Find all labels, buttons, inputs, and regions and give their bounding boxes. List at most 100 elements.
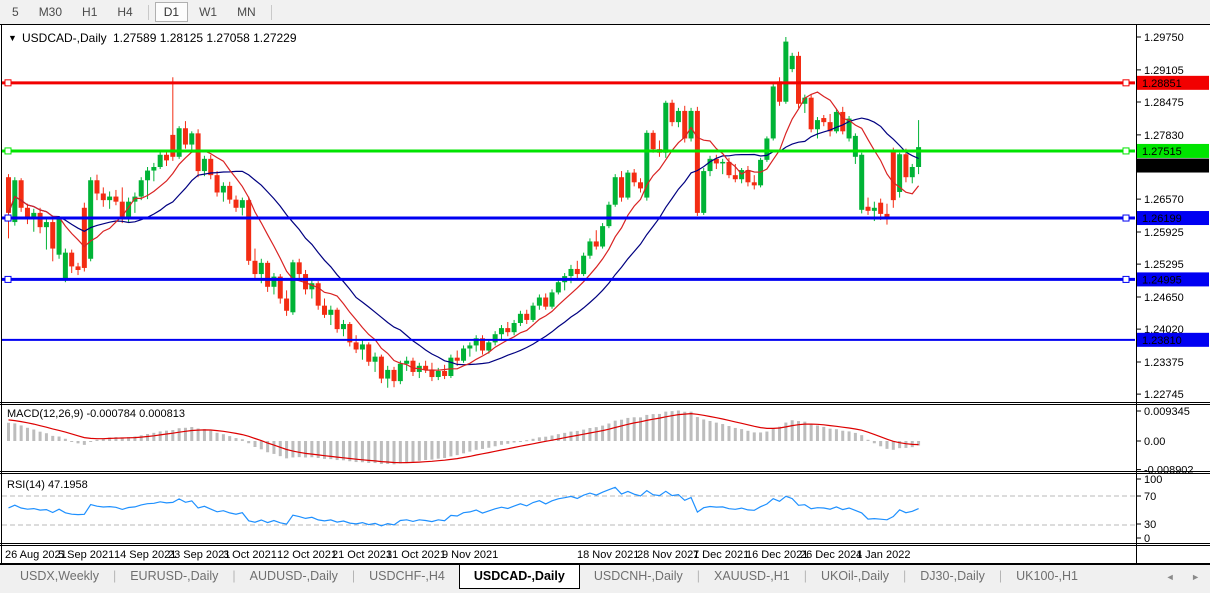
- tab-uk100-h1[interactable]: UK100-,H1: [1016, 569, 1078, 583]
- date-label: 14 Sep 2021: [114, 549, 176, 561]
- date-label: 23 Sep 2021: [168, 549, 230, 561]
- line-handle[interactable]: [4, 147, 12, 155]
- tab-separator: |: [696, 569, 700, 583]
- date-label: 9 Nov 2021: [442, 549, 498, 561]
- date-label: 4 Jan 2022: [856, 549, 910, 561]
- svg-text:-0.008902: -0.008902: [1144, 465, 1194, 477]
- date-label: 26 Aug 2021: [5, 549, 67, 561]
- line-handle[interactable]: [1122, 147, 1130, 155]
- main-macd-divider2: [0, 404, 1210, 405]
- chart-background: [0, 24, 1210, 563]
- rsi-level-lines: [2, 495, 1135, 526]
- svg-text:70: 70: [1144, 491, 1156, 503]
- horizontal-lines[interactable]: [2, 79, 1135, 341]
- svg-text:1.23375: 1.23375: [1144, 357, 1184, 369]
- tab-usdx-weekly[interactable]: USDX,Weekly: [20, 569, 99, 583]
- date-label: 31 Oct 2021: [386, 549, 446, 561]
- price-axis[interactable]: 1.29750 1.29105 1.28475 1.27830 1.26570 1.259…: [1136, 32, 1209, 401]
- line-handle[interactable]: [4, 79, 12, 87]
- date-label: 16 Dec 2021: [746, 549, 808, 561]
- line-handle[interactable]: [1122, 79, 1130, 87]
- main-macd-divider: [0, 402, 1210, 403]
- chart-canvas[interactable]: 1.29750 1.29105 1.28475 1.27830 1.26570 1.259…: [0, 24, 1210, 563]
- date-label: 5 Sep 2021: [58, 549, 114, 561]
- tab-audusd-daily[interactable]: AUDUSD-,Daily: [249, 569, 338, 583]
- timeframe-button-d1[interactable]: D1: [154, 2, 189, 22]
- timeframe-button-h4[interactable]: H4: [117, 5, 133, 19]
- macd-signal-line: [8, 412, 919, 464]
- rsi-date-divider: [0, 543, 1210, 544]
- tab-scroll-left-icon[interactable]: ◄: [1165, 572, 1175, 582]
- timeframe-button-5[interactable]: 5: [12, 5, 19, 19]
- tab-separator: |: [112, 569, 117, 583]
- svg-text:1.26570: 1.26570: [1144, 194, 1184, 206]
- svg-text:1.27830: 1.27830: [1144, 130, 1184, 142]
- svg-text:1.29750: 1.29750: [1144, 32, 1184, 44]
- date-label: 21 Oct 2021: [332, 549, 392, 561]
- svg-text:1.27515: 1.27515: [1142, 146, 1182, 158]
- tab-usdchf-h4[interactable]: USDCHF-,H4: [369, 569, 445, 583]
- timeframe-button-h1[interactable]: H1: [82, 5, 98, 19]
- tab-eurusd-daily[interactable]: EURUSD-,Daily: [130, 569, 219, 583]
- svg-text:1.24995: 1.24995: [1142, 274, 1182, 286]
- line-handle[interactable]: [4, 214, 12, 222]
- macd-histogram: [7, 410, 921, 465]
- moving-averages: [7, 91, 920, 371]
- tab-usdcnh-daily[interactable]: USDCNH-,Daily: [593, 569, 683, 583]
- svg-text:1.28475: 1.28475: [1144, 97, 1184, 109]
- timeframe-button-mn[interactable]: MN: [237, 5, 256, 19]
- svg-text:0.009345: 0.009345: [1144, 406, 1190, 418]
- svg-text:1.25925: 1.25925: [1144, 227, 1184, 239]
- rsi-date-divider2: [0, 545, 1210, 546]
- rsi-indicator-label: RSI(14) 47.1958: [7, 479, 88, 491]
- chart-ohlc-values: 1.27589 1.28125 1.27058 1.27229: [113, 31, 297, 45]
- tab-separator: |: [803, 569, 807, 583]
- symbol-dropdown-icon[interactable]: ▼: [8, 33, 17, 43]
- timeframe-button-w1[interactable]: W1: [199, 5, 218, 19]
- svg-text:1.23810: 1.23810: [1142, 335, 1182, 347]
- macd-rsi-divider: [0, 471, 1210, 472]
- tab-ukoil-daily[interactable]: UKOil-,Daily: [820, 569, 890, 583]
- tab-separator: |: [351, 569, 356, 583]
- toolbar-separator: [147, 4, 149, 20]
- chart-tab-bar: USDX,Weekly | EURUSD-,Daily | AUDUSD-,Daily |…: [0, 563, 1210, 593]
- price-axis-border: [1136, 24, 1137, 563]
- line-handle[interactable]: [1122, 275, 1130, 283]
- svg-text:30: 30: [1144, 519, 1156, 531]
- tab-xauusd-h1[interactable]: XAUUSD-,H1: [713, 569, 790, 583]
- macd-indicator-label: MACD(12,26,9) -0.000784 0.000813: [7, 408, 185, 420]
- chart-left-border: [1, 24, 2, 563]
- tab-separator: |: [903, 569, 907, 583]
- timeframe-button-m30[interactable]: M30: [38, 5, 63, 19]
- macd-rsi-divider2: [0, 473, 1210, 474]
- tab-separator: |: [998, 569, 1003, 583]
- tab-scroll-right-icon[interactable]: ►: [1191, 572, 1200, 582]
- svg-text:1.24650: 1.24650: [1144, 292, 1184, 304]
- chart-tabs: USDX,Weekly | EURUSD-,Daily | AUDUSD-,Daily |…: [0, 565, 1210, 589]
- toolbar-separator: [270, 4, 272, 20]
- svg-text:1.22745: 1.22745: [1144, 389, 1184, 401]
- svg-text:1.28851: 1.28851: [1142, 78, 1182, 90]
- svg-text:1.29105: 1.29105: [1144, 65, 1184, 77]
- svg-text:100: 100: [1144, 474, 1162, 486]
- svg-text:1.26199: 1.26199: [1142, 213, 1182, 225]
- timeframe-toolbar: 5 M30 H1 H4 D1 W1 MN: [0, 0, 1210, 24]
- line-handle[interactable]: [1122, 214, 1130, 222]
- date-label: 18 Nov 2021: [577, 549, 639, 561]
- chart-symbol-title: USDCAD-,Daily: [22, 31, 107, 45]
- date-label: 7 Dec 2021: [693, 549, 749, 561]
- svg-text:0: 0: [1144, 533, 1150, 545]
- svg-text:1.25295: 1.25295: [1144, 259, 1184, 271]
- tab-dj30-daily[interactable]: DJ30-,Daily: [920, 569, 985, 583]
- svg-text:0.00: 0.00: [1144, 436, 1165, 448]
- rsi-line: [8, 486, 919, 527]
- tab-usdcad-daily[interactable]: USDCAD-,Daily: [458, 565, 580, 589]
- date-label: 28 Nov 2021: [637, 549, 699, 561]
- date-label: 26 Dec 2021: [800, 549, 862, 561]
- tab-scroll-arrows: ◄ ►: [1152, 572, 1200, 582]
- line-handle[interactable]: [4, 275, 12, 283]
- svg-text:1.27229: 1.27229: [1142, 161, 1182, 173]
